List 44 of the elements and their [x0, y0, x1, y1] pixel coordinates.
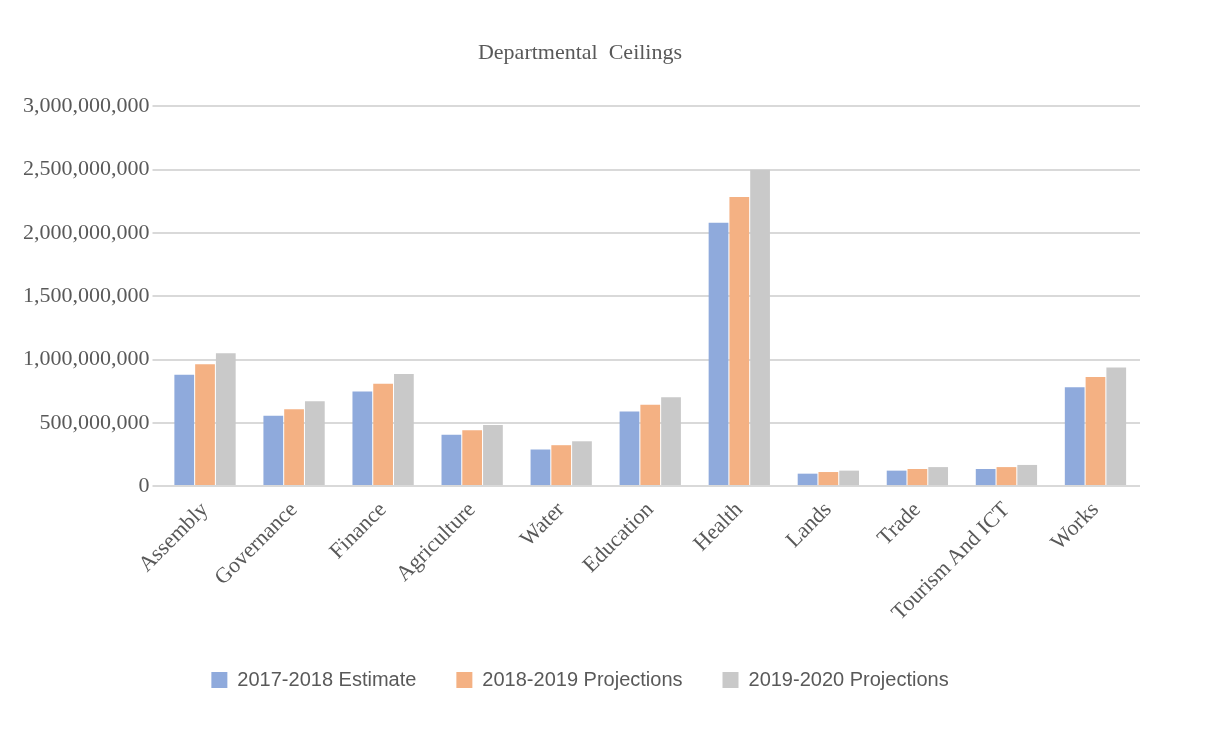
bar: [797, 473, 818, 486]
bar: [661, 397, 681, 486]
bar: [215, 353, 236, 486]
bar: [174, 374, 195, 486]
bar: [907, 468, 928, 486]
bar: [1064, 387, 1085, 486]
legend-label: 2019-2020 Projections: [748, 667, 949, 690]
y-tick-label: 1,000,000,000: [23, 345, 150, 371]
y-tick-label: 0: [138, 471, 150, 497]
y-tick-label: 3,000,000,000: [23, 92, 150, 118]
legend-label: 2017-2018 Estimate: [237, 667, 417, 690]
bar: [572, 441, 592, 486]
legend-label: 2018-2019 Projections: [482, 667, 683, 690]
bar: [284, 409, 304, 486]
y-tick-label: 2,500,000,000: [23, 155, 150, 181]
bar: [1017, 464, 1038, 486]
bar: [839, 470, 859, 486]
bar: [263, 415, 284, 486]
bar: [619, 411, 640, 486]
bar: [483, 424, 503, 486]
bar: [304, 401, 325, 486]
bar: [750, 169, 770, 486]
bar: [886, 470, 907, 486]
y-tick-label: 1,500,000,000: [23, 282, 150, 308]
bar: [195, 364, 215, 486]
bar: [640, 404, 661, 486]
bar: [996, 467, 1017, 486]
bar: [394, 374, 414, 486]
bar: [373, 383, 393, 486]
bar: [729, 196, 750, 486]
y-tick-label: 2,000,000,000: [23, 218, 150, 244]
bar: [530, 449, 551, 486]
bar: [462, 430, 483, 486]
bar: [928, 467, 949, 486]
bar: [818, 472, 839, 486]
bar: [975, 468, 996, 486]
bar: [708, 222, 729, 486]
bar: [1106, 367, 1127, 486]
bar: [441, 434, 462, 486]
bar: [551, 445, 572, 486]
y-tick-label: 500,000,000: [39, 408, 150, 434]
bar: [1085, 377, 1106, 486]
chart-title: Departmental Ceilings: [477, 38, 683, 64]
bar: [352, 391, 373, 486]
